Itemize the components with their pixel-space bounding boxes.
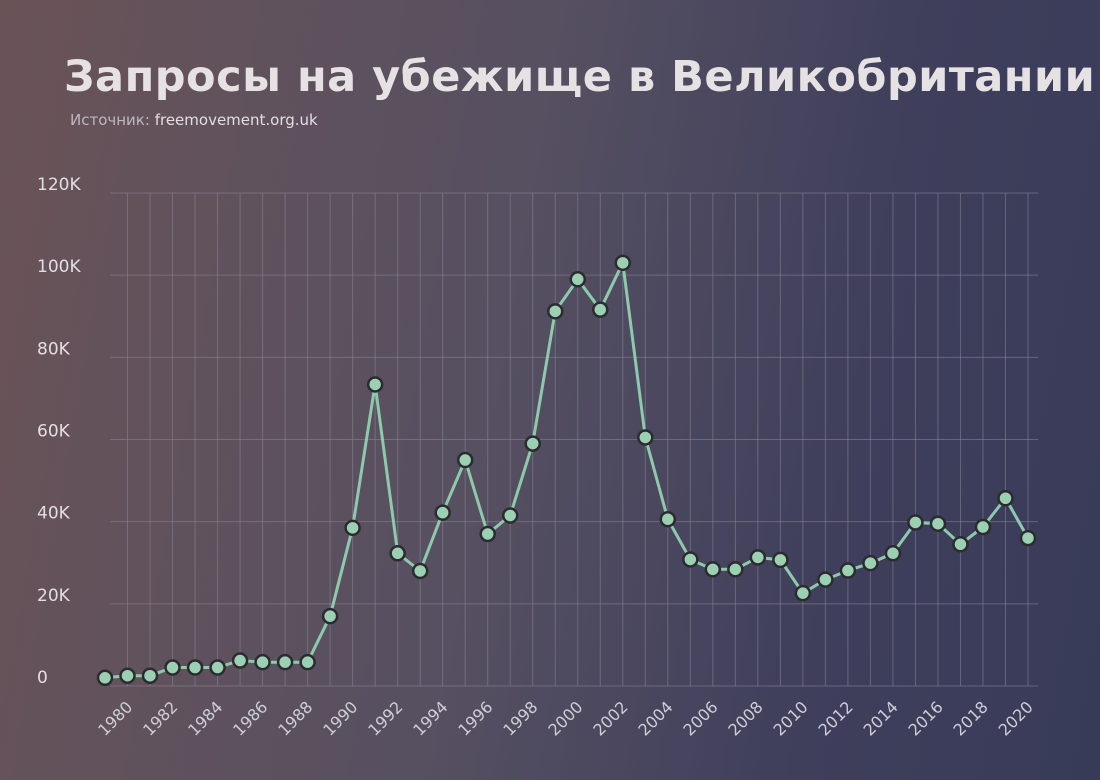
data-point bbox=[817, 571, 834, 588]
y-tick-label: 100K bbox=[37, 257, 81, 277]
data-point bbox=[974, 518, 992, 536]
data-point bbox=[794, 584, 812, 602]
data-point bbox=[209, 659, 226, 676]
y-tick-label: 60K bbox=[37, 422, 71, 442]
x-tick-label: 1990 bbox=[319, 697, 361, 739]
data-point bbox=[411, 562, 429, 580]
x-tick-label: 1986 bbox=[229, 697, 271, 739]
x-tick-label: 1996 bbox=[454, 697, 496, 739]
x-tick-label: 2002 bbox=[589, 697, 631, 739]
data-point bbox=[749, 549, 767, 566]
x-axis-ticks: 1980 1982 1984 1986 1988 1990 1992 1994 1996 1998… bbox=[94, 697, 1037, 739]
data-point bbox=[254, 653, 271, 671]
data-point bbox=[186, 659, 204, 676]
data-point bbox=[1019, 529, 1037, 547]
data-point bbox=[862, 554, 879, 572]
x-tick-label: 2018 bbox=[950, 697, 992, 739]
data-point bbox=[141, 667, 159, 684]
data-point bbox=[997, 489, 1014, 507]
x-tick-label: 1982 bbox=[139, 697, 181, 739]
x-tick-label: 1994 bbox=[409, 697, 451, 739]
x-tick-label: 1988 bbox=[274, 697, 316, 739]
x-tick-label: 2006 bbox=[679, 697, 721, 739]
series bbox=[96, 254, 1037, 687]
data-point bbox=[659, 510, 677, 528]
data-point bbox=[569, 271, 587, 288]
x-tick-label: 2004 bbox=[634, 697, 676, 739]
data-point bbox=[614, 254, 632, 272]
data-point bbox=[839, 562, 857, 579]
data-point bbox=[952, 536, 969, 553]
data-point bbox=[389, 545, 406, 562]
x-tick-label: 2016 bbox=[905, 697, 947, 739]
data-point bbox=[524, 435, 541, 452]
source-label: Источник: bbox=[70, 111, 150, 129]
y-tick-label: 20K bbox=[37, 586, 71, 606]
data-point bbox=[501, 507, 519, 524]
data-point bbox=[907, 514, 924, 531]
data-point bbox=[884, 545, 902, 562]
x-tick-label: 2020 bbox=[995, 697, 1037, 739]
x-tick-label: 2010 bbox=[769, 697, 811, 739]
y-tick-label: 80K bbox=[37, 339, 71, 359]
data-point bbox=[704, 561, 722, 578]
y-axis-ticks: 0 20K 40K 60K 80K 100K 120K bbox=[37, 175, 81, 688]
x-tick-label: 2000 bbox=[544, 697, 586, 739]
x-tick-label: 1998 bbox=[499, 697, 541, 739]
x-tick-label: 1980 bbox=[94, 697, 136, 739]
data-point bbox=[231, 652, 249, 669]
series-line bbox=[104, 261, 1030, 680]
data-point bbox=[592, 301, 609, 318]
data-point bbox=[682, 551, 699, 568]
data-point bbox=[119, 667, 136, 684]
data-point bbox=[434, 504, 451, 521]
data-point bbox=[321, 607, 339, 625]
data-point bbox=[772, 551, 789, 569]
data-point bbox=[366, 376, 384, 393]
data-point bbox=[276, 653, 294, 671]
x-tick-label: 2014 bbox=[860, 697, 902, 739]
x-tick-label: 2008 bbox=[724, 697, 766, 739]
data-point bbox=[164, 659, 181, 676]
data-point bbox=[344, 519, 361, 537]
chart-title: Запросы на убежище в Великобритании bbox=[64, 52, 1096, 102]
grid bbox=[110, 192, 1038, 687]
data-point bbox=[299, 653, 316, 671]
x-tick-label: 1992 bbox=[364, 697, 406, 739]
data-point bbox=[727, 561, 744, 578]
y-tick-label: 40K bbox=[37, 504, 71, 524]
source-line: Источник: freemovement.org.uk bbox=[70, 111, 318, 129]
y-tick-label: 120K bbox=[37, 175, 81, 195]
x-tick-label: 2012 bbox=[815, 697, 857, 739]
data-point bbox=[479, 525, 496, 543]
y-tick-label: 0 bbox=[37, 668, 48, 688]
x-tick-label: 1984 bbox=[184, 697, 226, 739]
source-link[interactable]: freemovement.org.uk bbox=[154, 111, 318, 129]
data-point bbox=[96, 669, 114, 687]
data-point bbox=[546, 303, 564, 320]
data-point bbox=[929, 515, 947, 532]
data-point bbox=[456, 451, 474, 469]
data-point bbox=[637, 429, 654, 446]
